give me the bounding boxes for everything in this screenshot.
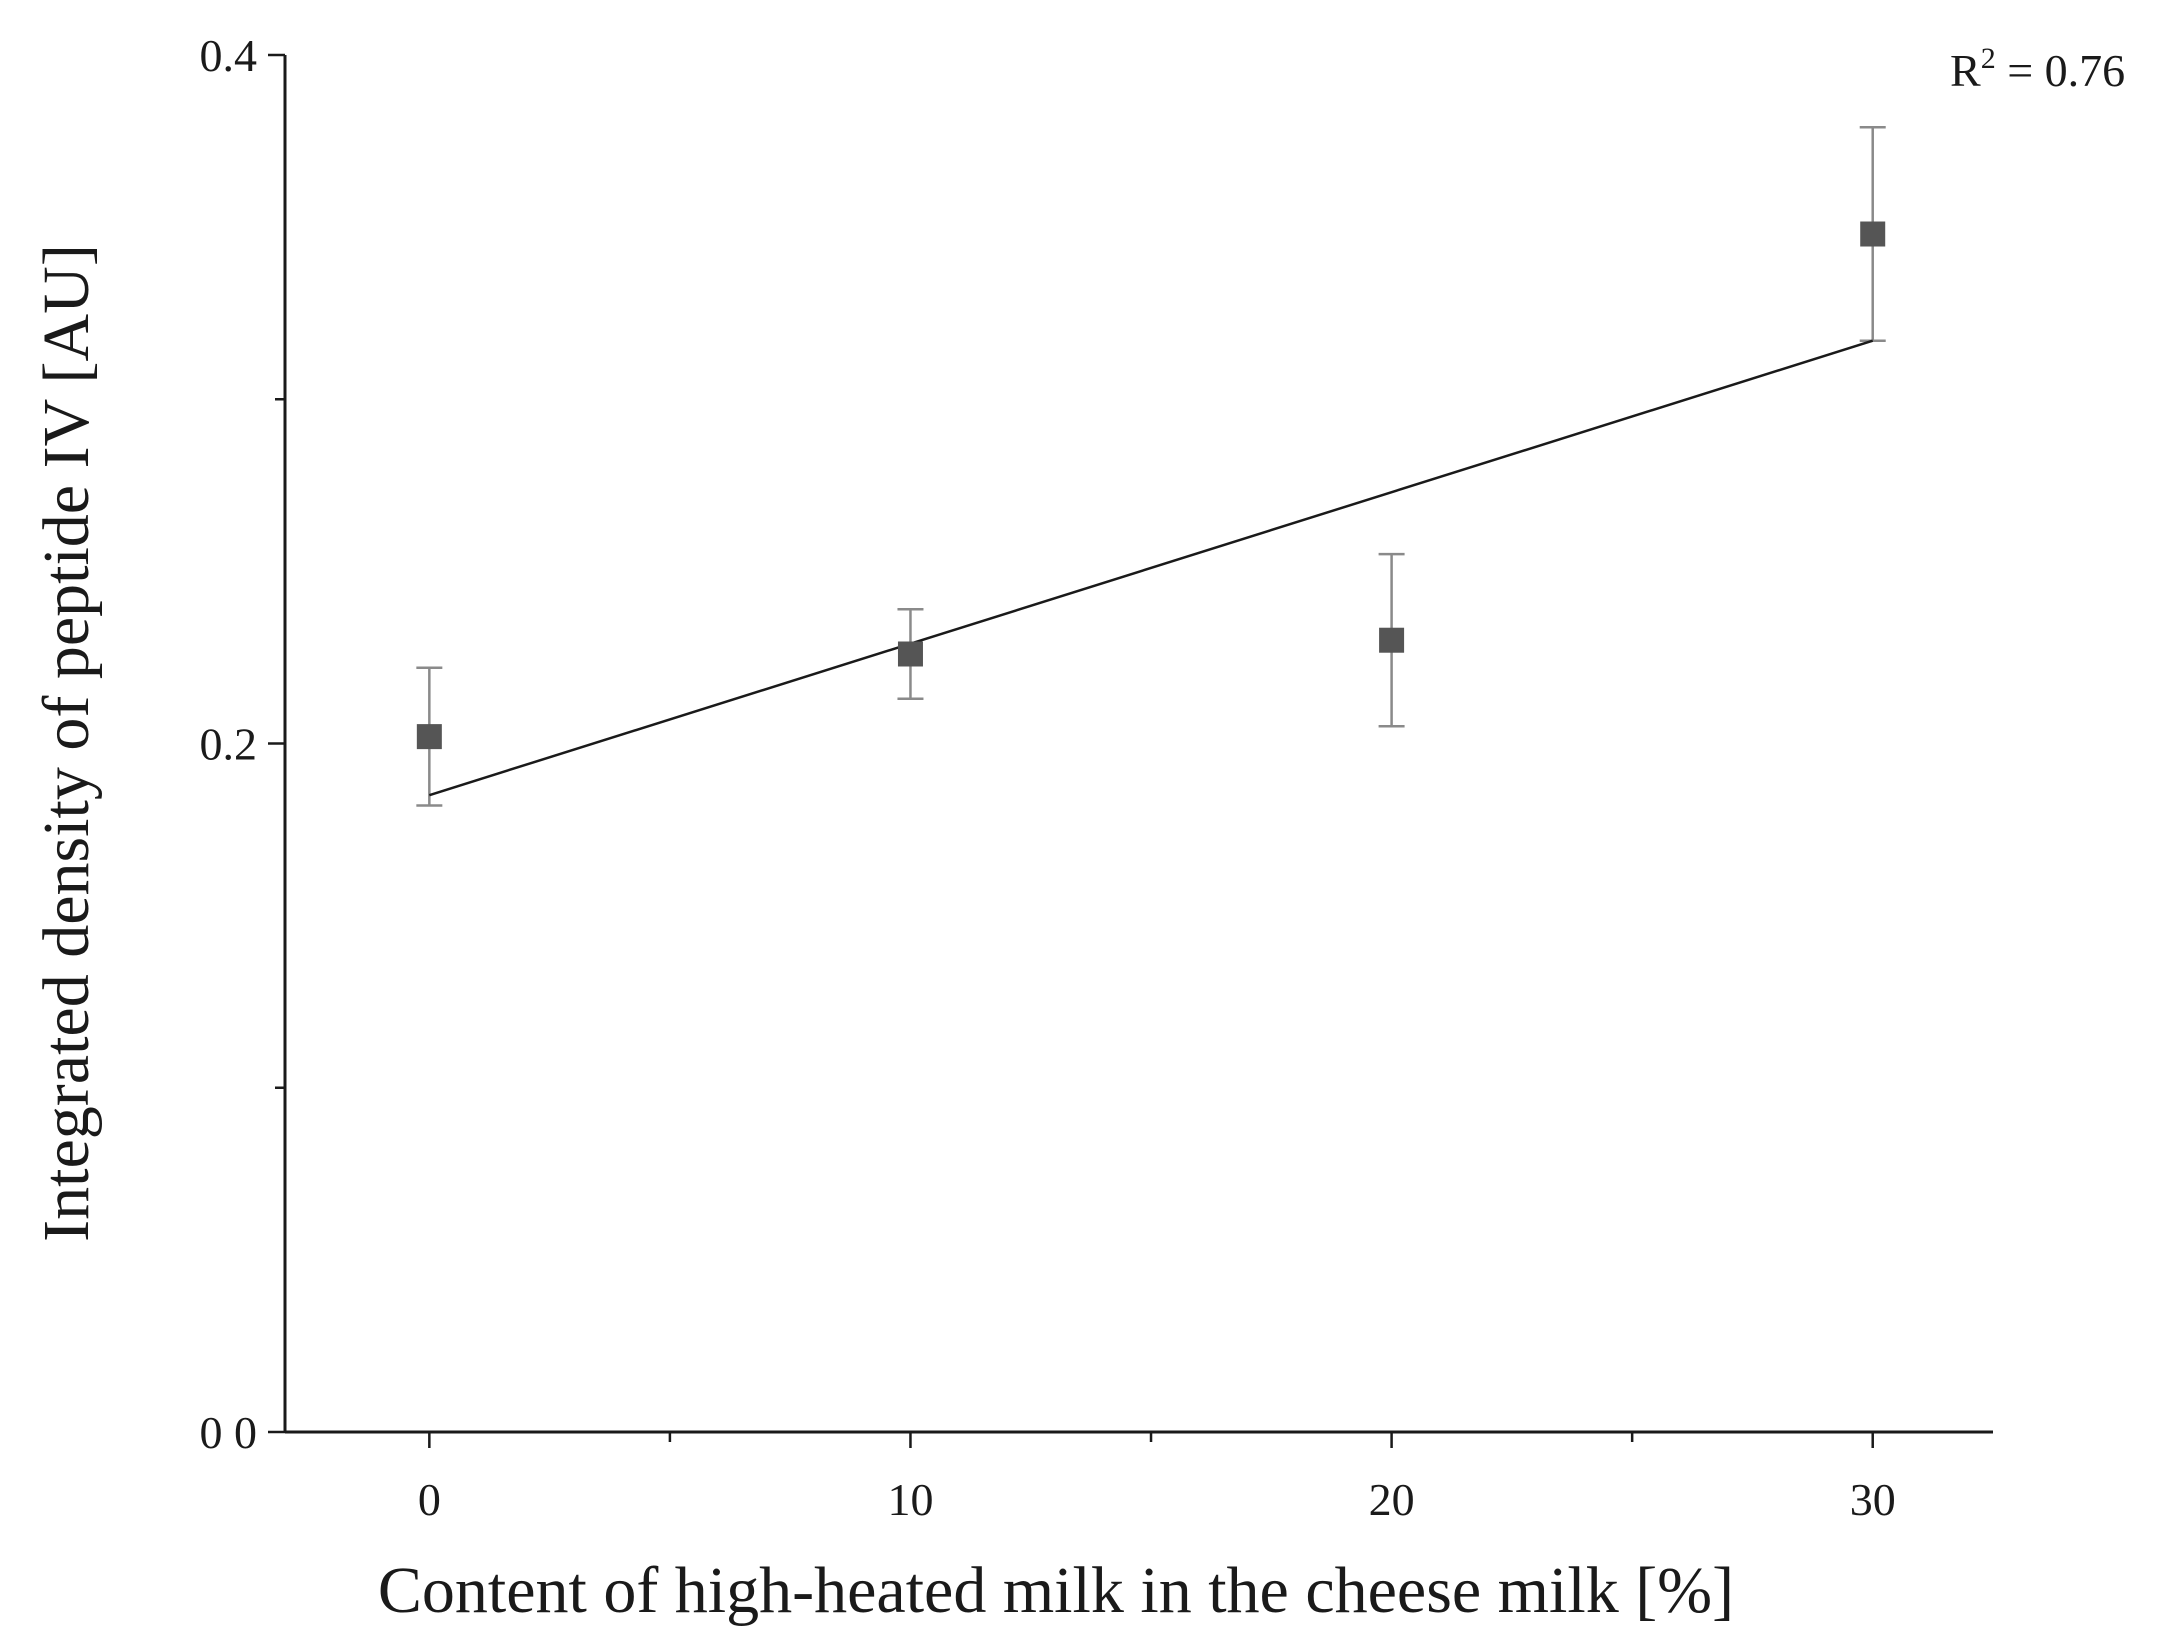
axis-ticks: 0 10 20 30 0 0 0.2 0.4: [200, 30, 1896, 1525]
x-tick-label: 10: [887, 1474, 933, 1525]
r-squared-base: R: [1950, 45, 1981, 96]
plot-area: 0 10 20 30 0 0 0.2 0.4: [200, 30, 1993, 1525]
x-axis-label: Content of high-heated milk in the chees…: [378, 1554, 1734, 1627]
linear-fit-line: [428, 339, 1874, 797]
x-tick-label: 30: [1850, 1474, 1896, 1525]
r-squared-annotation: R2 = 0.76: [1950, 42, 2125, 96]
fit-line-group: [428, 339, 1874, 797]
x-tick-label: 20: [1369, 1474, 1415, 1525]
data-point-marker: [416, 724, 442, 750]
data-point-marker: [897, 641, 923, 667]
error-bars: [416, 126, 1886, 807]
data-point-marker: [1860, 221, 1886, 247]
y-tick-label: 0 0: [200, 1407, 258, 1458]
data-markers: [416, 221, 1886, 750]
y-tick-label: 0.2: [200, 719, 258, 770]
x-tick-label: 0: [418, 1474, 441, 1525]
y-tick-label: 0.4: [200, 30, 258, 81]
y-axis-label: Integrated density of peptide IV [AU]: [30, 244, 103, 1242]
r-squared-superscript: 2: [1981, 42, 1996, 75]
data-point-marker: [1379, 627, 1405, 653]
r-squared-value: = 0.76: [1996, 45, 2125, 96]
